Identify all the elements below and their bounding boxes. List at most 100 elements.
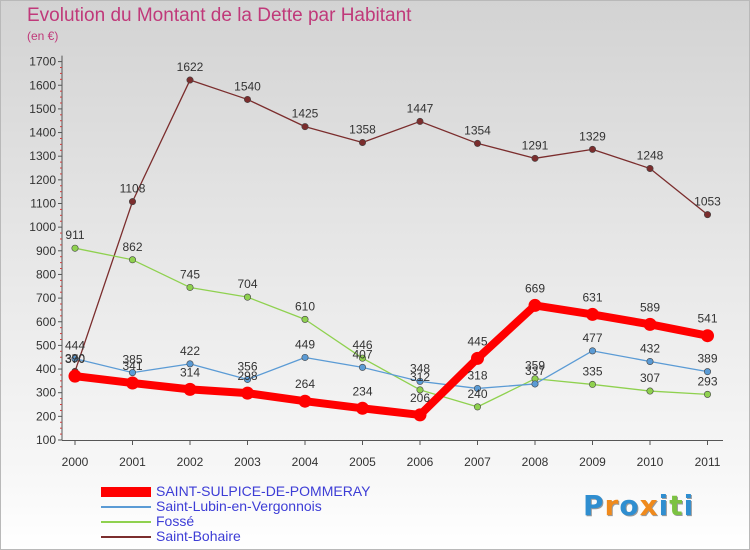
y-tick-label: 300	[36, 386, 56, 400]
data-label: 312	[410, 370, 430, 384]
legend-item-saint-sulpice: SAINT-SULPICE-DE-POMMERAY	[101, 483, 431, 499]
data-label: 422	[180, 344, 200, 358]
data-label: 1358	[349, 122, 376, 136]
data-point	[528, 298, 542, 312]
data-point	[588, 380, 596, 388]
data-label: 234	[352, 384, 372, 398]
data-point	[241, 386, 254, 400]
data-label: 359	[525, 359, 545, 373]
data-point	[701, 329, 714, 343]
data-point	[588, 347, 596, 355]
data-point	[586, 307, 599, 321]
data-label: 389	[697, 352, 717, 366]
data-label: 341	[122, 359, 142, 373]
data-point	[301, 353, 309, 361]
data-point	[473, 139, 481, 147]
data-point	[68, 369, 82, 383]
x-tick-label: 2011	[695, 455, 721, 469]
series-line-2	[74, 247, 709, 408]
x-tick-label: 2003	[234, 455, 261, 469]
y-tick-label: 1700	[29, 55, 56, 69]
data-point	[129, 369, 137, 377]
y-tick-label: 500	[36, 338, 56, 352]
y-tick-label: 1200	[29, 173, 56, 187]
data-label: 1291	[522, 138, 549, 152]
data-label: 541	[697, 312, 717, 326]
y-tick-label: 900	[36, 244, 56, 258]
y-tick-label: 700	[36, 291, 56, 305]
data-label: 610	[295, 299, 315, 313]
proxiti-logo: Proxiti	[583, 489, 695, 522]
y-tick-label: 1500	[29, 102, 56, 116]
data-label: 407	[352, 347, 372, 361]
data-point	[531, 154, 539, 162]
data-point	[126, 376, 139, 390]
chart-subtitle: (en €)	[27, 29, 59, 43]
data-point	[129, 256, 137, 264]
data-label: 335	[582, 364, 602, 378]
data-label: 348	[410, 361, 430, 375]
data-point	[358, 354, 366, 362]
data-label: 293	[697, 374, 717, 388]
y-tick-label: 1300	[29, 149, 56, 163]
legend-swatch	[101, 536, 151, 538]
x-tick-label: 2008	[522, 455, 549, 469]
y-tick-label: 1400	[29, 126, 56, 140]
data-point	[244, 95, 252, 103]
data-point	[646, 164, 654, 172]
data-point	[473, 384, 481, 392]
y-tick-label: 1600	[29, 78, 56, 92]
data-label: 911	[65, 228, 84, 242]
data-label: 446	[352, 338, 372, 352]
data-point	[186, 360, 194, 368]
data-point	[588, 145, 596, 153]
legend-swatch	[101, 521, 151, 523]
data-label: 1447	[407, 101, 434, 115]
data-label: 1354	[464, 123, 491, 137]
data-label: 1540	[234, 79, 261, 93]
data-label: 477	[582, 331, 602, 345]
x-tick-label: 2004	[292, 455, 319, 469]
x-tick-label: 2006	[407, 455, 434, 469]
data-point	[358, 363, 366, 371]
data-label: 1053	[694, 195, 721, 209]
y-tick-label: 400	[36, 362, 56, 376]
data-label: 337	[525, 364, 545, 378]
data-point	[186, 76, 194, 84]
data-point	[301, 315, 309, 323]
data-point	[244, 293, 252, 301]
data-label: 704	[237, 277, 257, 291]
data-point	[356, 401, 369, 415]
data-label: 745	[180, 267, 200, 281]
series-line-1	[74, 350, 709, 390]
data-label: 307	[640, 371, 660, 385]
y-tick-label: 600	[36, 315, 56, 329]
legend: SAINT-SULPICE-DE-POMMERAY Saint-Lubin-en…	[101, 483, 431, 544]
data-point	[473, 403, 481, 411]
legend-label: Fossé	[156, 513, 195, 529]
data-point	[531, 380, 539, 388]
data-point	[703, 211, 711, 219]
data-point	[71, 355, 79, 363]
legend-label: Saint-Bohaire	[156, 528, 241, 544]
data-point	[416, 377, 424, 385]
data-label: 445	[467, 334, 487, 348]
data-point	[298, 394, 312, 408]
chart-title: Evolution du Montant de la Dette par Hab…	[27, 5, 412, 26]
y-tick-label: 1100	[30, 197, 56, 211]
data-point	[416, 117, 424, 125]
series-line-0	[71, 301, 712, 419]
x-tick-label: 2009	[579, 455, 606, 469]
data-point	[244, 375, 252, 383]
data-label: 298	[237, 369, 257, 383]
data-point	[358, 138, 366, 146]
legend-label: SAINT-SULPICE-DE-POMMERAY	[156, 483, 371, 499]
data-label: 444	[65, 339, 85, 353]
data-point	[183, 382, 197, 396]
legend-item-saint-bohaire: Saint-Bohaire	[101, 528, 431, 544]
y-tick-label: 100	[36, 433, 56, 447]
data-label: 264	[295, 377, 315, 391]
legend-swatch	[101, 506, 151, 508]
